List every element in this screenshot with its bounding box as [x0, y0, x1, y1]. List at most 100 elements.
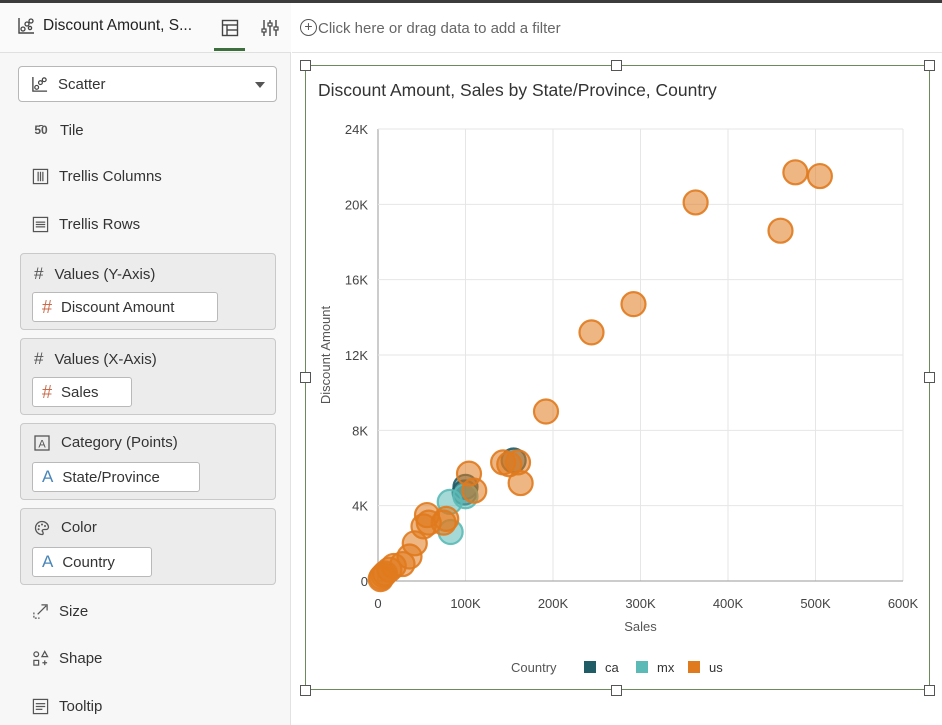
window-top-border [0, 0, 942, 3]
pill-label: Sales [61, 383, 99, 401]
pill-country[interactable]: A Country [32, 547, 152, 577]
legend-label-ca: ca [605, 660, 620, 675]
well-title: Values (X-Axis) [54, 350, 157, 368]
tile-icon: 5̄0 [34, 123, 48, 137]
prop-trellis-columns[interactable]: Trellis Columns [32, 168, 162, 185]
prop-label: Trellis Rows [59, 216, 141, 233]
shape-icon [33, 650, 49, 666]
prop-trellis-rows[interactable]: Trellis Rows [32, 216, 140, 233]
grammar-panel: Discount Amount, S... [0, 3, 291, 725]
well-title: Category (Points) [61, 434, 178, 451]
resize-handle[interactable] [611, 60, 622, 71]
prop-label: Tile [60, 121, 84, 139]
chart-type-select[interactable]: Scatter [18, 66, 277, 102]
y-tick-label: 8K [352, 423, 368, 438]
trellis-rows-icon [32, 216, 49, 233]
y-tick-label: 4K [352, 499, 368, 514]
palette-icon [34, 520, 50, 535]
data-point-us [461, 477, 488, 504]
pill-label: State/Province [62, 468, 160, 486]
hash-icon: # [34, 264, 44, 283]
y-tick-label: 0 [361, 574, 368, 589]
grammar-tab-icon[interactable] [217, 15, 243, 41]
attribute-icon: A [42, 552, 54, 571]
trellis-columns-icon [32, 168, 49, 185]
data-point-us [578, 319, 605, 346]
x-tick-label: 100K [450, 596, 481, 611]
prop-label: Shape [59, 650, 103, 667]
x-tick-label: 200K [538, 596, 569, 611]
well-label: # Values (Y-Axis) [34, 264, 155, 284]
legend-title: Country [511, 660, 557, 675]
prop-label: Trellis Columns [59, 168, 162, 185]
legend-swatch-mx [636, 661, 648, 673]
resize-handle[interactable] [924, 685, 935, 696]
viz-title-label: Discount Amount, S... [43, 17, 193, 34]
pill-state-province[interactable]: A State/Province [32, 462, 200, 492]
pill-label: Country [62, 553, 115, 571]
attribute-box-icon: A [34, 434, 50, 451]
well-color[interactable]: Color A Country [20, 508, 276, 585]
well-category[interactable]: A Category (Points) A State/Province [20, 423, 276, 500]
legend-swatch-ca [584, 661, 596, 673]
legend-swatch-us [688, 661, 700, 673]
well-title: Color [61, 519, 97, 536]
scatter-icon [32, 76, 48, 92]
attribute-icon: A [42, 467, 54, 486]
prop-label: Tooltip [59, 698, 103, 715]
data-point-us [532, 398, 560, 425]
measure-hash-icon: # [42, 381, 53, 402]
legend-label-us: us [709, 660, 723, 675]
x-tick-label: 400K [713, 596, 744, 611]
data-point-us [507, 469, 534, 497]
chart-title: Discount Amount, Sales by State/Province… [318, 80, 717, 100]
properties-tab-icon[interactable] [257, 15, 283, 41]
filter-bar[interactable]: + Click here or drag data to add a filte… [292, 3, 942, 53]
pill-discount-amount[interactable]: # Discount Amount [32, 292, 218, 322]
pill-label: Discount Amount [61, 298, 175, 316]
well-label: A Category (Points) [34, 434, 178, 451]
y-tick-label: 24K [345, 122, 368, 137]
prop-size[interactable]: Size [32, 603, 88, 620]
x-tick-label: 500K [800, 596, 831, 611]
resize-handle[interactable] [924, 372, 935, 383]
x-tick-label: 600K [888, 596, 919, 611]
resize-handle[interactable] [300, 685, 311, 696]
well-y-axis[interactable]: # Values (Y-Axis) # Discount Amount [20, 253, 276, 330]
resize-handle[interactable] [300, 372, 311, 383]
y-tick-label: 20K [345, 197, 368, 212]
add-filter-icon[interactable]: + [300, 19, 317, 36]
data-point-us [433, 505, 460, 532]
well-title: Values (Y-Axis) [54, 265, 156, 283]
scatter-icon [18, 18, 34, 34]
data-point-us [767, 217, 794, 244]
pill-sales[interactable]: # Sales [32, 377, 132, 407]
panel-tab-header: Discount Amount, S... [0, 3, 291, 53]
chart-type-label: Scatter [58, 75, 106, 93]
y-tick-label: 12K [345, 348, 368, 363]
filter-placeholder[interactable]: Click here or drag data to add a filter [318, 20, 561, 37]
prop-tile[interactable]: 5̄0 Tile [32, 121, 84, 139]
data-point-us [682, 189, 709, 216]
measure-hash-icon: # [42, 296, 53, 317]
data-point-us [806, 162, 833, 190]
legend-label-mx: mx [657, 660, 675, 675]
data-point-us [620, 291, 647, 318]
svg-text:A: A [38, 438, 46, 450]
resize-handle[interactable] [611, 685, 622, 696]
x-tick-label: 0 [374, 596, 381, 611]
prop-label: Size [59, 603, 89, 620]
y-axis-label: Discount Amount [318, 305, 333, 404]
active-tab-indicator [214, 48, 245, 51]
chevron-down-icon [255, 82, 265, 88]
viz-title-tab[interactable]: Discount Amount, S... [17, 17, 192, 35]
data-point-us [370, 562, 397, 589]
prop-tooltip[interactable]: Tooltip [32, 698, 102, 715]
prop-shape[interactable]: Shape [32, 650, 102, 667]
resize-handle[interactable] [300, 60, 311, 71]
well-x-axis[interactable]: # Values (X-Axis) # Sales [20, 338, 276, 415]
well-label: # Values (X-Axis) [34, 349, 157, 369]
x-axis-label: Sales [624, 619, 657, 634]
resize-handle[interactable] [924, 60, 935, 71]
